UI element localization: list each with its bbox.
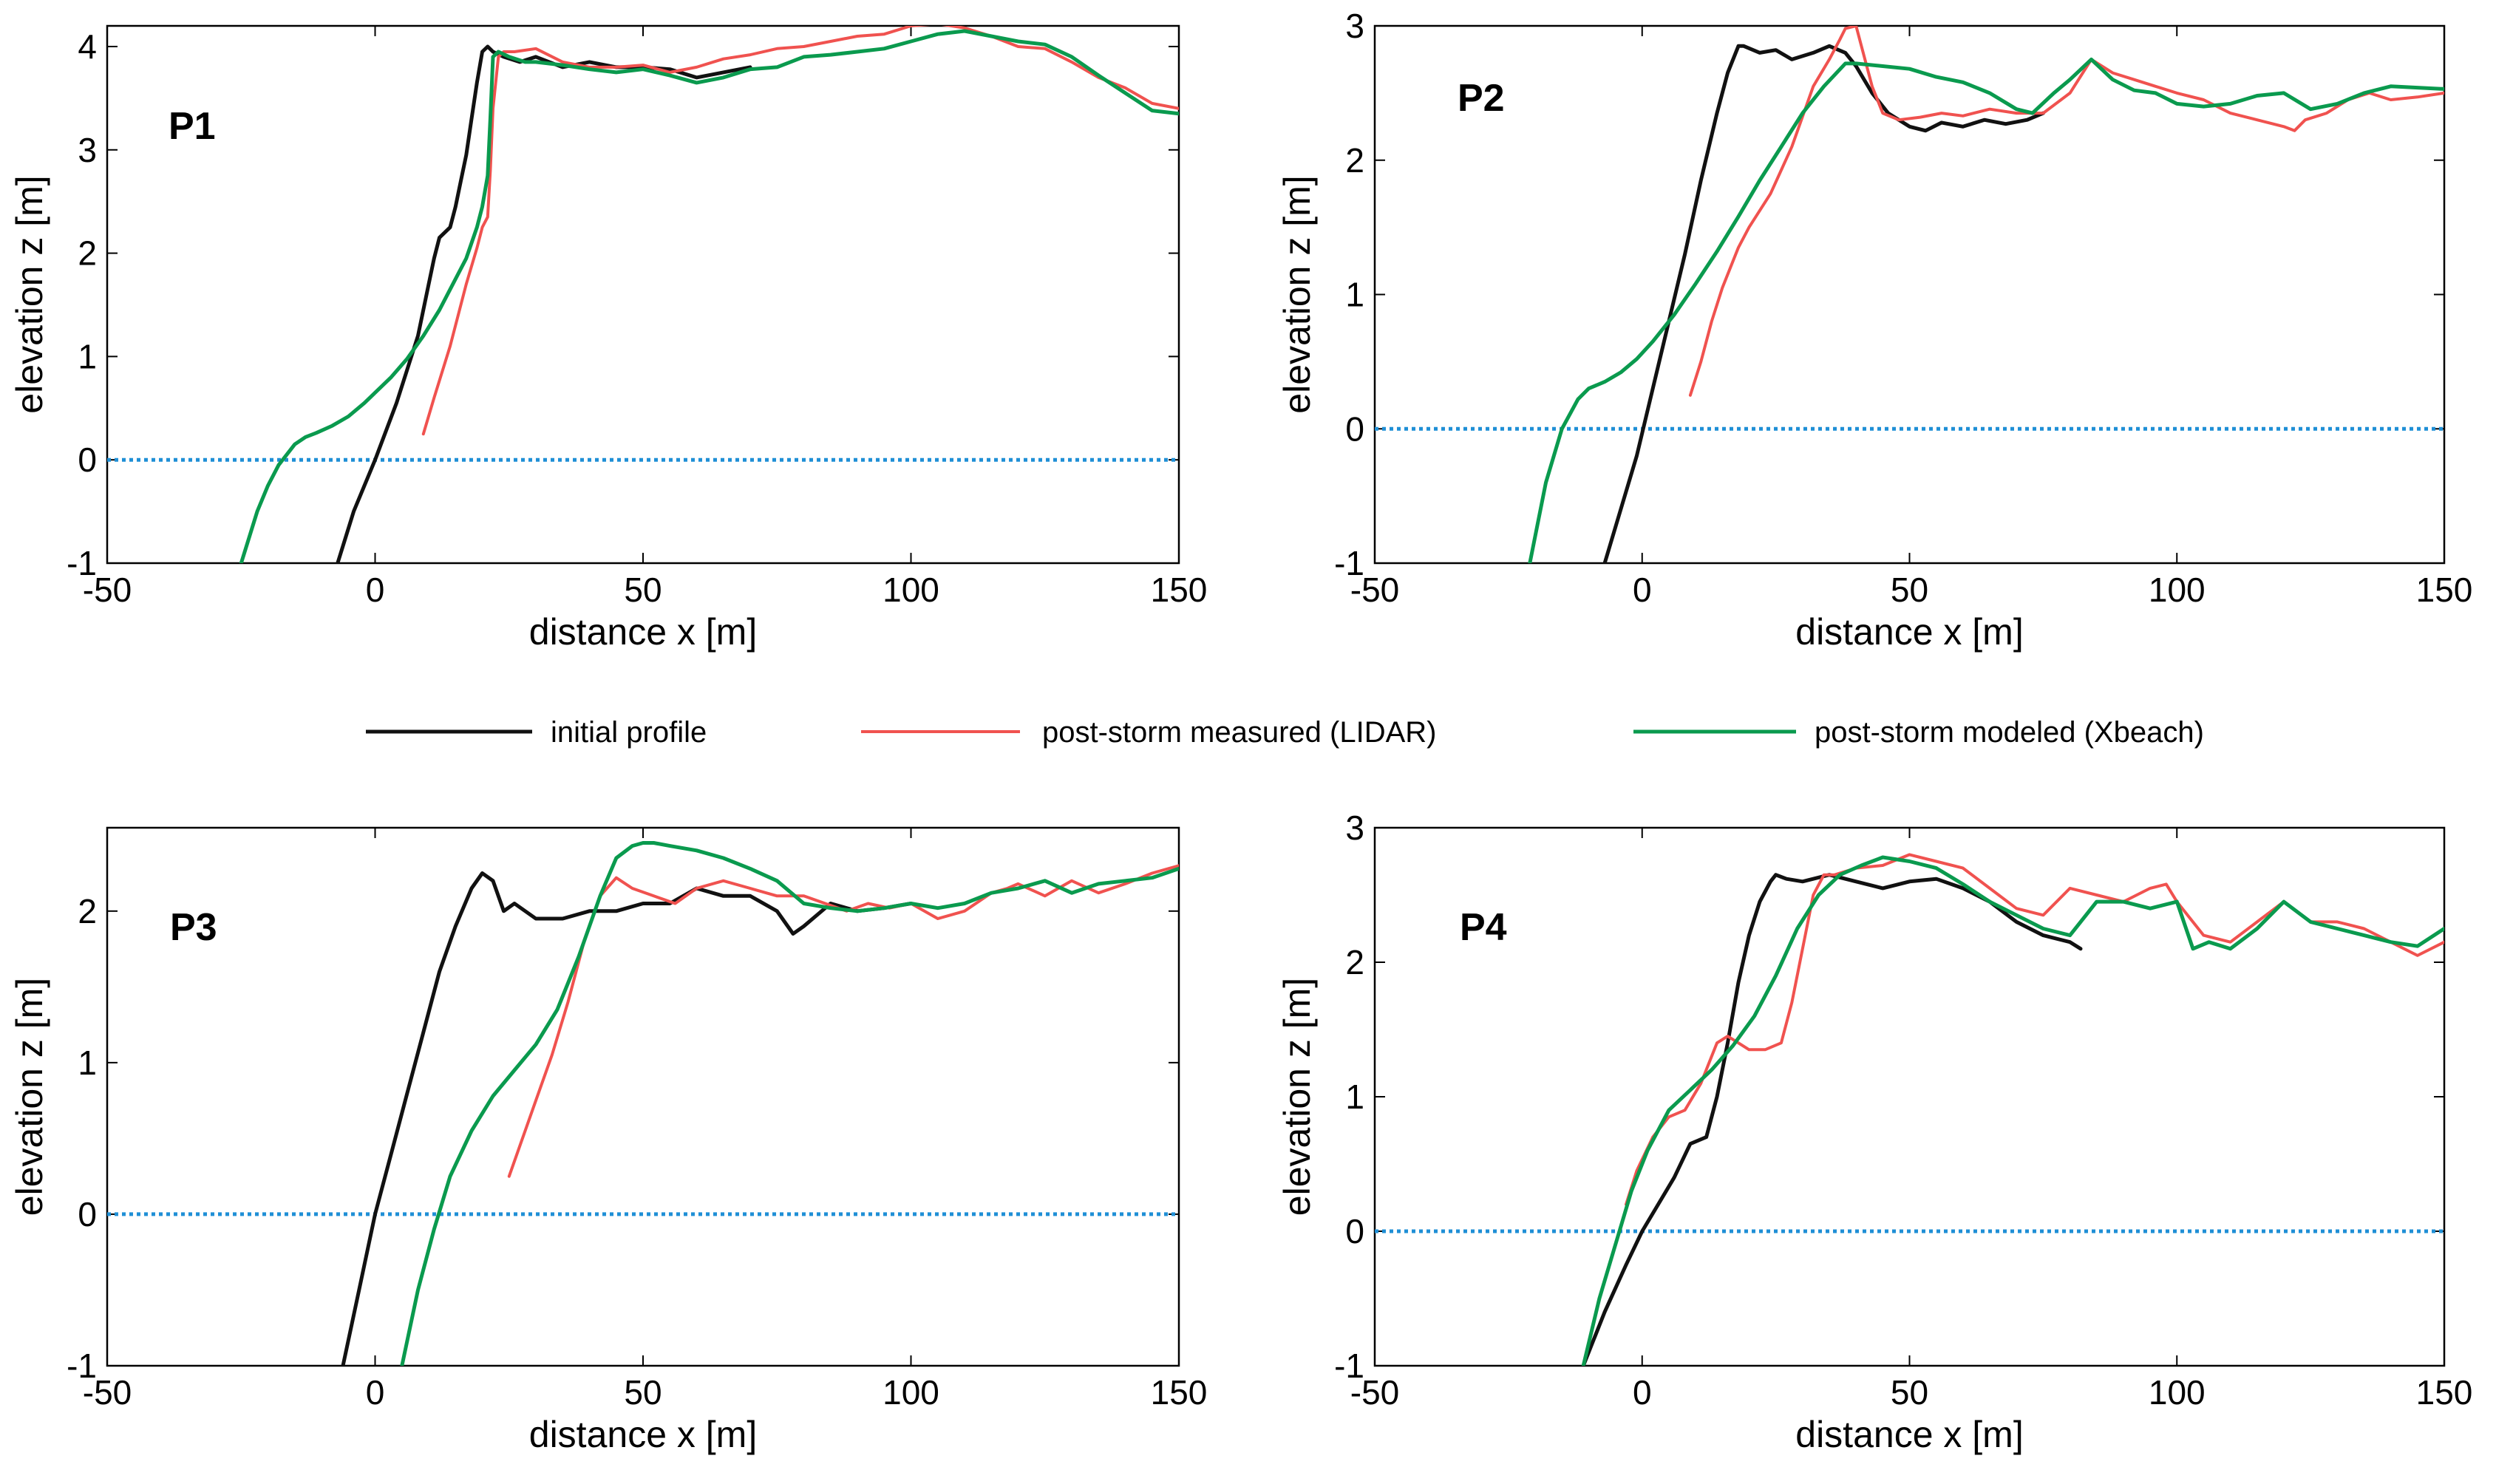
p1-xtick-label: -50	[83, 571, 132, 609]
p3-ytick-label: 1	[78, 1044, 97, 1082]
p3-xtick-label: 150	[1151, 1373, 1208, 1412]
p4-series-modeled	[1581, 855, 2444, 1366]
p2-ytick-label: 3	[1345, 7, 1364, 45]
p2-series-modeled	[1528, 57, 2444, 563]
p1-xtick-label: 0	[366, 571, 385, 609]
p4-ytick-label: 1	[1345, 1078, 1364, 1116]
panel-p4: -50 0 50 100 150 -1 0 1 2 3 distance x [m] elevatio…	[1276, 809, 2472, 1455]
p1-ytick-label: 4	[78, 27, 97, 66]
p3-ytick-label: 2	[78, 892, 97, 930]
panel-p3: -50 0 50 100 150 -1 0 1 2 distance x [m] elevation…	[9, 826, 1208, 1455]
p2-ylabel: elevation z [m]	[1276, 175, 1318, 413]
p2-ytick-label: 1	[1345, 276, 1364, 314]
legend-label-modeled: post-storm modeled (Xbeach)	[1815, 716, 2204, 749]
p1-ytick-label: 1	[78, 337, 97, 375]
p2-xtick-label: 0	[1633, 571, 1652, 609]
p2-ytick-label: 2	[1345, 141, 1364, 180]
legend-label-initial: initial profile	[551, 716, 707, 749]
p1-series-modeled	[239, 29, 1179, 563]
p4-xtick-label: 50	[1891, 1373, 1928, 1412]
p2-series-measured	[1688, 26, 2444, 397]
p3-xtick-label: 50	[624, 1373, 662, 1412]
p4-axes-box	[1373, 826, 2446, 1367]
p3-panel-label: P3	[170, 906, 217, 949]
p3-axes-box	[106, 826, 1180, 1367]
p1-xtick-label: 150	[1151, 571, 1208, 609]
p1-series-initial	[336, 44, 752, 563]
p3-ylabel: elevation z [m]	[9, 978, 50, 1216]
p1-ytick-label: -1	[67, 544, 97, 582]
p2-xtick-label: 150	[2416, 571, 2473, 609]
p3-ytick-label: 0	[78, 1195, 97, 1233]
p1-ylabel: elevation z [m]	[9, 175, 50, 413]
p3-series-modeled	[400, 841, 1179, 1366]
p3-xtick-label: -50	[83, 1373, 132, 1412]
p1-xtick-label: 100	[883, 571, 939, 609]
p4-ytick-label: 2	[1345, 943, 1364, 981]
p2-ytick-label: -1	[1334, 544, 1364, 582]
p4-xtick-label: 0	[1633, 1373, 1652, 1412]
p3-ytick-label: -1	[67, 1347, 97, 1385]
p4-ytick-label: 0	[1345, 1212, 1364, 1250]
p3-series-initial	[341, 871, 913, 1366]
p4-xtick-label: 100	[2149, 1373, 2206, 1412]
p1-ytick-label: 2	[78, 234, 97, 273]
legend: initial profile post-storm measured (LID…	[366, 716, 2204, 749]
p2-axes-box	[1373, 24, 2446, 565]
p2-xtick-label: 100	[2149, 571, 2206, 609]
p1-panel-label: P1	[169, 105, 216, 148]
p1-ytick-label: 3	[78, 131, 97, 169]
p4-series-measured	[1625, 853, 2444, 1206]
p4-series-initial	[1581, 873, 2083, 1366]
p2-panel-label: P2	[1458, 77, 1505, 120]
p4-xtick-label: 150	[2416, 1373, 2473, 1412]
p4-ytick-label: -1	[1334, 1347, 1364, 1385]
p2-xlabel: distance x [m]	[1795, 611, 2023, 653]
p2-ytick-label: 0	[1345, 409, 1364, 448]
p4-ytick-label: 3	[1345, 809, 1364, 847]
p2-xtick-label: 50	[1891, 571, 1928, 609]
p4-xtick-label: -50	[1350, 1373, 1399, 1412]
p1-series-measured	[421, 26, 1179, 436]
p2-xtick-label: -50	[1350, 571, 1399, 609]
panel-p1: -50 0 50 100 150 -1 0 1 2 3 4 distance x [m] elevati…	[9, 24, 1207, 653]
p4-panel-label: P4	[1460, 906, 1507, 949]
p3-xtick-label: 100	[883, 1373, 939, 1412]
p1-xlabel: distance x [m]	[529, 611, 757, 653]
p1-xtick-label: 50	[624, 571, 662, 609]
panel-p2: -50 0 50 100 150 -1 0 1 2 3 distance x [m] elevatio…	[1276, 7, 2472, 653]
p4-ylabel: elevation z [m]	[1276, 978, 1318, 1216]
legend-label-measured: post-storm measured (LIDAR)	[1042, 716, 1436, 749]
p2-series-initial	[1602, 44, 2045, 563]
p4-xlabel: distance x [m]	[1795, 1414, 2023, 1455]
p3-xlabel: distance x [m]	[529, 1414, 757, 1455]
p3-xtick-label: 0	[366, 1373, 385, 1412]
p1-ytick-label: 0	[78, 440, 97, 479]
